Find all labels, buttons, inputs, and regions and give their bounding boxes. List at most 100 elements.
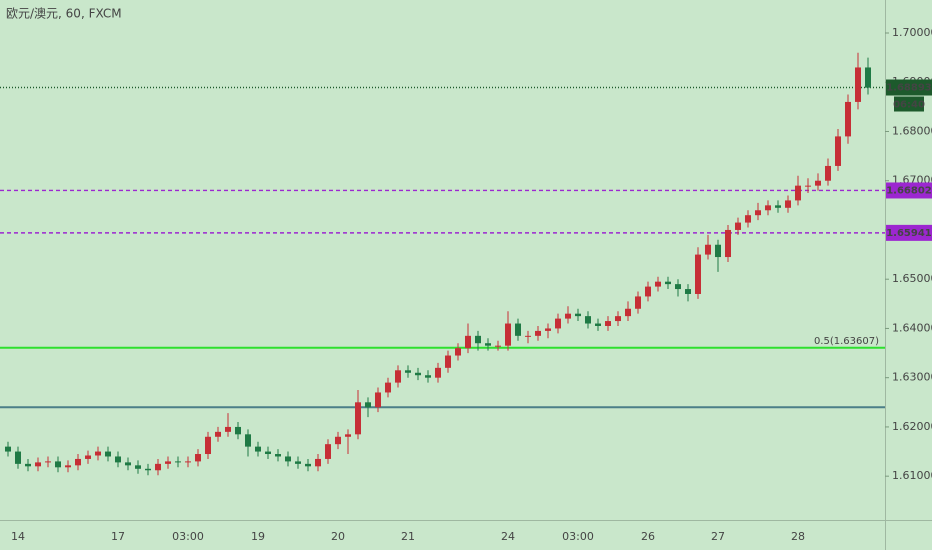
candle-body	[705, 244, 711, 255]
y-tick-label: 1.70000	[892, 26, 932, 39]
x-tick-label: 26	[641, 530, 655, 543]
candle-body	[535, 330, 541, 336]
y-tick-label: 1.63000	[892, 371, 932, 384]
candle-body	[85, 455, 91, 459]
candle-body	[65, 465, 71, 468]
candle-body	[265, 451, 271, 455]
candle-body	[735, 222, 741, 230]
candle-body	[755, 210, 761, 216]
candle-body	[115, 456, 121, 463]
candle-body	[185, 461, 191, 463]
y-tick-label: 1.62000	[892, 420, 932, 433]
candle-body	[805, 185, 811, 187]
candle-body	[45, 461, 51, 463]
x-tick-label: 03:00	[172, 530, 204, 543]
candle-body	[175, 461, 181, 463]
candle-body	[565, 313, 571, 319]
candle-body	[545, 328, 551, 331]
candle-body	[165, 461, 171, 464]
candle-body	[765, 205, 771, 211]
candle-body	[665, 281, 671, 285]
candle-body	[335, 436, 341, 445]
candle-body	[715, 244, 721, 258]
x-tick-label: 17	[111, 530, 125, 543]
candle-body	[35, 462, 41, 467]
candle-body	[595, 323, 601, 326]
candle-body	[105, 451, 111, 457]
candle-body	[355, 402, 361, 435]
price-label: 1.68893	[886, 83, 932, 94]
level-label: 0.5(1.63607)	[814, 336, 879, 347]
candle-body	[845, 101, 851, 137]
candle-body	[825, 165, 831, 181]
candle-body	[125, 462, 131, 466]
candle-body	[835, 136, 841, 166]
candle-body	[305, 463, 311, 467]
candle-body	[415, 372, 421, 376]
candle-body	[345, 434, 351, 437]
candle-body	[555, 318, 561, 329]
candle-body	[225, 426, 231, 432]
candle-body	[235, 426, 241, 435]
x-tick-label: 03:00	[562, 530, 594, 543]
candle-body	[285, 456, 291, 462]
candle-body	[255, 446, 261, 452]
x-tick-label: 20	[331, 530, 345, 543]
price-label: 1.66802	[886, 185, 932, 196]
candle-body	[795, 185, 801, 201]
price-label: 1.65941	[886, 228, 932, 239]
candle-body	[815, 180, 821, 186]
candle-body	[685, 289, 691, 294]
candle-body	[455, 348, 461, 356]
candle-body	[55, 461, 61, 468]
candle-body	[205, 436, 211, 455]
candle-body	[385, 382, 391, 393]
price-label-box	[886, 224, 932, 241]
countdown-box	[894, 96, 924, 112]
candle-body	[245, 434, 251, 447]
candle-body	[605, 321, 611, 326]
candle-body	[425, 375, 431, 378]
candle-body	[475, 335, 481, 344]
candle-body	[725, 229, 731, 258]
candle-body	[75, 458, 81, 466]
candle-body	[695, 254, 701, 294]
candle-body	[745, 215, 751, 223]
candle-body	[375, 392, 381, 408]
price-label-box	[886, 79, 932, 96]
candle-body	[405, 370, 411, 373]
countdown: 06:40	[893, 100, 925, 111]
candle-body	[25, 463, 31, 467]
chart-title: 欧元/澳元, 60, FXCM	[6, 7, 122, 21]
y-tick-label: 1.64000	[892, 321, 932, 334]
candle-body	[435, 367, 441, 378]
y-tick-label: 1.65000	[892, 272, 932, 285]
candle-body	[145, 468, 151, 471]
candle-body	[315, 458, 321, 467]
candle-body	[275, 454, 281, 457]
y-tick-label: 1.61000	[892, 469, 932, 482]
candle-body	[785, 200, 791, 208]
candle-body	[625, 308, 631, 317]
candle-body	[865, 67, 871, 88]
candle-body	[855, 67, 861, 102]
candle-body	[675, 284, 681, 290]
candle-body	[445, 355, 451, 368]
candle-body	[195, 454, 201, 462]
candle-body	[325, 444, 331, 459]
candle-body	[395, 370, 401, 383]
candle-body	[525, 335, 531, 337]
candle-body	[505, 323, 511, 346]
candle-body	[155, 463, 161, 471]
candle-body	[615, 316, 621, 322]
candle-body	[365, 402, 371, 408]
y-tick-label: 1.68000	[892, 124, 932, 137]
x-tick-label: 14	[11, 530, 25, 543]
candle-body	[635, 296, 641, 309]
x-tick-label: 27	[711, 530, 725, 543]
x-tick-label: 24	[501, 530, 515, 543]
candle-body	[95, 451, 101, 456]
candle-body	[585, 316, 591, 324]
